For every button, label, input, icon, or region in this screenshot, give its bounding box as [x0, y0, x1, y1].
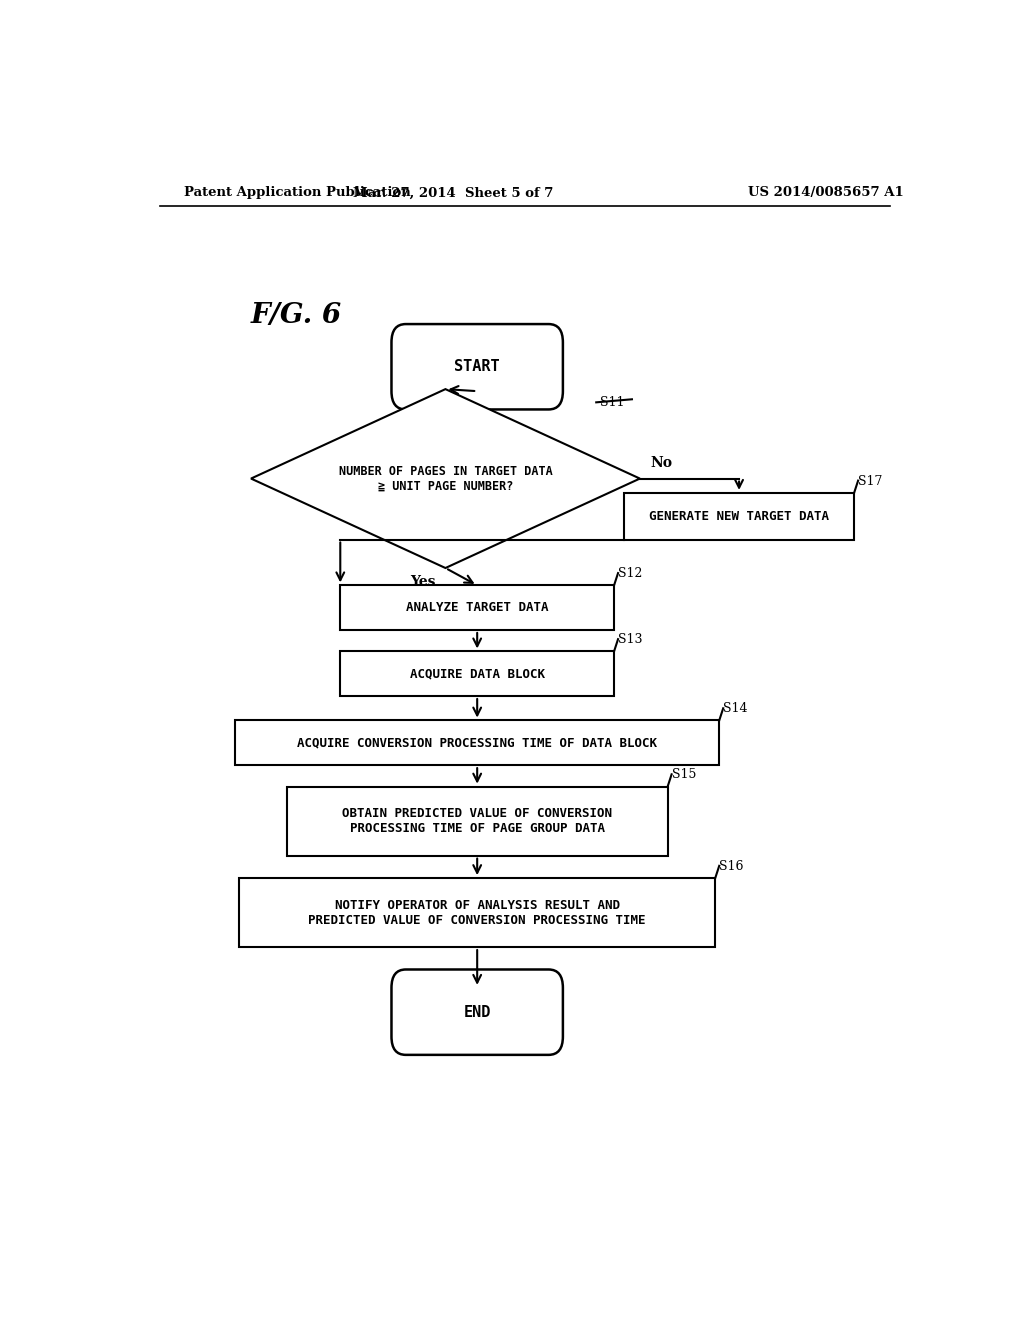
Bar — [236, 721, 719, 766]
Text: ACQUIRE CONVERSION PROCESSING TIME OF DATA BLOCK: ACQUIRE CONVERSION PROCESSING TIME OF DA… — [297, 737, 657, 750]
Text: START: START — [455, 359, 500, 375]
Text: S14: S14 — [723, 702, 748, 715]
Bar — [287, 787, 668, 855]
Text: S17: S17 — [858, 475, 883, 487]
Text: NUMBER OF PAGES IN TARGET DATA
≧ UNIT PAGE NUMBER?: NUMBER OF PAGES IN TARGET DATA ≧ UNIT PA… — [339, 465, 552, 492]
FancyBboxPatch shape — [391, 325, 563, 409]
Text: S11: S11 — [600, 396, 625, 409]
Polygon shape — [251, 389, 640, 568]
Text: OBTAIN PREDICTED VALUE OF CONVERSION
PROCESSING TIME OF PAGE GROUP DATA: OBTAIN PREDICTED VALUE OF CONVERSION PRO… — [342, 807, 612, 836]
Text: ACQUIRE DATA BLOCK: ACQUIRE DATA BLOCK — [410, 667, 545, 680]
Text: ANALYZE TARGET DATA: ANALYZE TARGET DATA — [406, 601, 549, 614]
Text: S13: S13 — [618, 634, 642, 647]
Text: END: END — [464, 1005, 490, 1019]
Text: NOTIFY OPERATOR OF ANALYSIS RESULT AND
PREDICTED VALUE OF CONVERSION PROCESSING : NOTIFY OPERATOR OF ANALYSIS RESULT AND P… — [308, 899, 646, 927]
Text: S16: S16 — [719, 859, 743, 873]
Bar — [340, 651, 614, 696]
Text: Patent Application Publication: Patent Application Publication — [183, 186, 411, 199]
Text: Yes: Yes — [410, 576, 435, 589]
Text: Mar. 27, 2014  Sheet 5 of 7: Mar. 27, 2014 Sheet 5 of 7 — [353, 186, 554, 199]
Text: US 2014/0085657 A1: US 2014/0085657 A1 — [749, 186, 904, 199]
FancyBboxPatch shape — [391, 969, 563, 1055]
Bar — [340, 585, 614, 630]
Text: GENERATE NEW TARGET DATA: GENERATE NEW TARGET DATA — [649, 510, 829, 523]
Bar — [240, 878, 715, 948]
Text: S15: S15 — [672, 768, 696, 781]
Text: No: No — [650, 457, 672, 470]
Text: F/G. 6: F/G. 6 — [251, 302, 342, 330]
Text: S12: S12 — [618, 568, 642, 581]
Bar — [624, 492, 854, 540]
